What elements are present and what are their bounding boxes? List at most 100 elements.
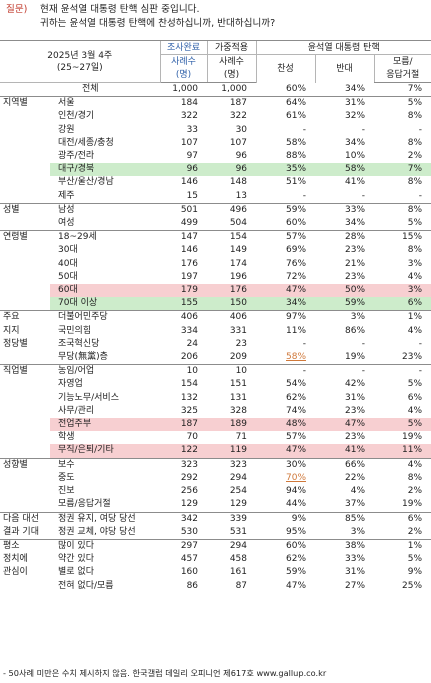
table-row: 부산/울산/경남 146 148 51% 41% 8% <box>0 176 431 189</box>
favor-value: 44% <box>286 499 307 510</box>
group-label <box>0 472 50 485</box>
group-label: 지지 <box>3 325 20 336</box>
surveyed-count: 322 <box>180 111 199 122</box>
weighted-header: 가중적용 <box>206 40 257 55</box>
group-label <box>0 297 50 311</box>
table-row: 다음 대선 정권 유지, 여당 당선 342 339 9% 85% 6% <box>0 511 431 526</box>
group-label <box>0 176 50 189</box>
group-label <box>0 431 50 444</box>
surveyed-count: 24 <box>186 338 199 349</box>
dontknow-value: 8% <box>374 202 431 218</box>
dontknow-value: 6% <box>374 511 431 526</box>
footnote: - 50사례 미만은 수치 제시하지 않음. 한국갤럽 데일리 오피니언 제61… <box>3 668 327 678</box>
table-row: 강원 33 30 - - - <box>0 124 431 137</box>
table-row: 연령별 18~29세 147 154 57% 28% 15% <box>0 230 431 245</box>
surveyed-count: 10 <box>160 364 208 379</box>
category-label: 보수 <box>50 457 161 472</box>
group-label <box>0 392 50 405</box>
favor-value: 62% <box>286 554 307 565</box>
n2-label: 사례수 <box>206 54 257 69</box>
dontknow-value: 9% <box>407 567 423 578</box>
category-label: 진보 <box>58 486 75 497</box>
oppose-value: 31% <box>345 567 366 578</box>
group-label <box>0 498 50 512</box>
dontknow-value: 8% <box>407 472 423 483</box>
group-label: 관심이 <box>3 567 28 578</box>
category-label: 부산/울산/경남 <box>58 177 114 188</box>
period-header: 2025년 3월 4주 (25~27일) <box>0 40 161 83</box>
weighted-count: 30 <box>235 124 248 135</box>
weighted-count: 161 <box>229 567 248 578</box>
group-label <box>0 190 50 204</box>
oppose-value: 10% <box>345 151 366 162</box>
weighted-count: 339 <box>207 511 257 526</box>
favor-value: 47% <box>256 284 316 298</box>
category-label: 무당(無黨)층 <box>58 352 108 363</box>
favor-value: 64% <box>256 96 316 111</box>
surveyed-count: 325 <box>180 405 199 416</box>
category-label: 정권 교체, 야당 당선 <box>58 526 136 537</box>
surveyed-count: 146 <box>180 245 199 256</box>
category-label: 별로 없다 <box>58 567 94 578</box>
group-label <box>0 284 50 297</box>
category-label: 대전/세종/충청 <box>58 137 114 148</box>
weighted-count: 496 <box>207 202 257 218</box>
table-row: 제주 15 13 - - - <box>0 190 431 204</box>
n1-unit: (명) <box>159 68 208 83</box>
oppose-value: 23% <box>345 271 366 282</box>
favor-value: 47% <box>286 580 307 591</box>
weighted-count: 149 <box>229 245 248 256</box>
dontknow-value: 7% <box>374 163 431 177</box>
weighted-count: 151 <box>229 379 248 390</box>
dontknow-value: 5% <box>374 418 431 432</box>
group-label: 지역별 <box>0 96 50 111</box>
favor-value: 58% <box>286 137 307 148</box>
dontknow-value: - <box>418 124 423 135</box>
table-row: 학생 70 71 57% 23% 19% <box>0 431 431 444</box>
table-row: 진보 256 254 94% 4% 2% <box>0 485 431 498</box>
oppose-value: 34% <box>345 137 366 148</box>
group-label <box>0 137 50 150</box>
surveyed-count: 342 <box>160 511 208 526</box>
weighted-count: 254 <box>229 486 248 497</box>
weighted-count: 23 <box>235 338 248 349</box>
oppose-value: 41% <box>315 444 375 459</box>
topic-header: 윤석열 대통령 탄핵 <box>255 40 431 55</box>
group-label <box>0 444 50 458</box>
dontknow-value: 5% <box>407 379 423 390</box>
table-row: 성별 남성 501 496 59% 33% 8% <box>0 202 431 218</box>
dk-header-2: 응답거절 <box>373 68 431 83</box>
surveyed-count: 1,000 <box>160 82 208 98</box>
favor-value: 61% <box>286 111 307 122</box>
surveyed-count: 160 <box>180 567 199 578</box>
favor-value: 47% <box>256 444 316 459</box>
surveyed-count: 147 <box>160 230 208 245</box>
oppose-value: 58% <box>315 163 375 177</box>
weighted-count: 531 <box>229 526 248 537</box>
weighted-count: 331 <box>229 325 248 336</box>
category-label: 70대 이상 <box>50 297 161 311</box>
favor-value: 59% <box>256 202 316 218</box>
favor-value: 51% <box>286 177 307 188</box>
oppose-value: 31% <box>345 392 366 403</box>
surveyed-count: 132 <box>180 392 199 403</box>
favor-value: 57% <box>286 432 307 443</box>
surveyed-header: 조사완료 <box>159 40 208 55</box>
surveyed-count: 96 <box>160 163 208 177</box>
weighted-count: 148 <box>229 177 248 188</box>
category-label: 사무/관리 <box>58 405 95 416</box>
group-label <box>0 150 50 163</box>
oppose-value: - <box>361 124 366 135</box>
group-label <box>0 244 50 257</box>
category-label: 학생 <box>58 432 75 443</box>
dontknow-value: 25% <box>402 580 423 591</box>
weighted-count: 87 <box>235 580 248 591</box>
favor-value: 60% <box>256 538 316 554</box>
table-row: 50대 197 196 72% 23% 4% <box>0 271 431 284</box>
surveyed-count: 86 <box>186 580 199 591</box>
category-label: 자영업 <box>58 379 83 390</box>
surveyed-count: 155 <box>160 297 208 311</box>
surveyed-count: 187 <box>160 418 208 432</box>
oppose-value: 23% <box>345 245 366 256</box>
weighted-count: 294 <box>229 472 248 483</box>
